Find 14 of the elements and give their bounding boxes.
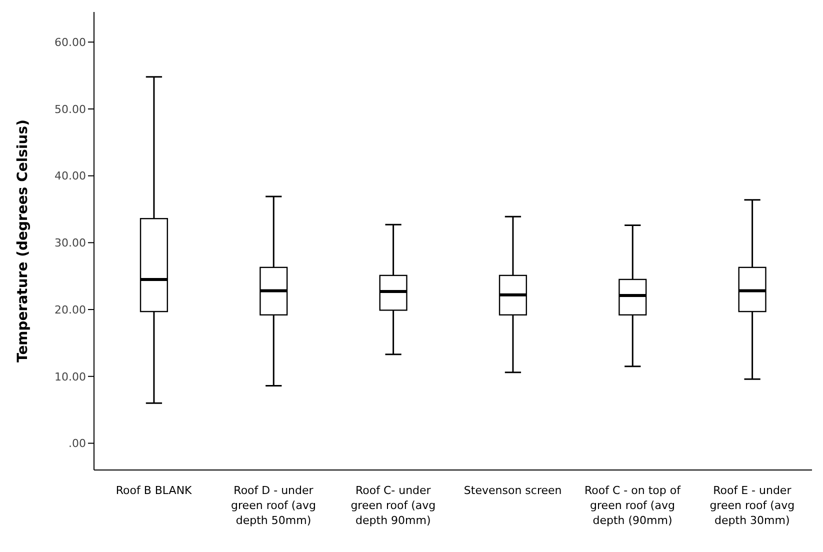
x-tick-label: Roof D - under green roof (avg depth 50mm) [231,484,316,527]
y-tick-label: 30.00 [54,236,86,250]
y-tick-label: 50.00 [54,102,86,116]
y-tick-label: 20.00 [54,303,86,316]
x-tick-label: Stevenson screen [464,484,562,497]
x-tick-label: Roof B BLANK [116,484,193,497]
x-tick-label: Roof C- under green roof (avg depth 90mm) [350,484,436,527]
y-tick-label: 10.00 [54,370,86,384]
x-tick-label: Roof C - on top of green roof (avg depth (90mm) [584,484,682,527]
y-tick-label: 60.00 [54,36,86,49]
y-tick-label: 40.00 [54,170,86,183]
y-axis-title: Temperature (degrees Celsius) [14,119,31,363]
y-tick-label: .00 [68,437,86,450]
x-tick-label: Roof E - under green roof (avg depth 30mm) [710,484,795,527]
